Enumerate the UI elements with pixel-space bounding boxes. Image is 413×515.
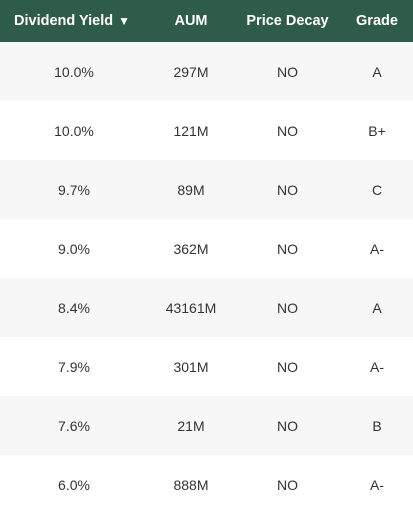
table-row: 9.7% 89M NO C <box>0 160 413 219</box>
cell-price-decay: NO <box>277 240 298 257</box>
cell-aum: 21M <box>177 417 205 434</box>
cell-price-decay: NO <box>277 358 298 375</box>
cell-aum: 362M <box>173 240 209 257</box>
table-row: 7.9% 301M NO A- <box>0 337 413 396</box>
table-row: 7.6% 21M NO B <box>0 396 413 455</box>
cell-price-decay: NO <box>277 417 298 434</box>
cell-dividend-yield: 10.0% <box>54 63 94 80</box>
cell-price-decay: NO <box>277 122 298 139</box>
column-header-price-decay[interactable]: Price Decay <box>246 13 329 29</box>
cell-price-decay: NO <box>277 181 298 198</box>
cell-grade: A <box>372 299 382 316</box>
cell-price-decay: NO <box>277 63 298 80</box>
cell-price-decay: NO <box>277 299 298 316</box>
cell-dividend-yield: 7.6% <box>58 417 90 434</box>
cell-dividend-yield: 7.9% <box>58 358 90 375</box>
cell-dividend-yield: 6.0% <box>58 476 90 493</box>
column-header-dividend-yield[interactable]: Dividend Yield ▼ <box>0 13 148 29</box>
cell-grade: C <box>371 181 383 198</box>
cell-grade: A- <box>370 240 384 257</box>
table-header: Dividend Yield ▼ AUM Price Decay Grade <box>0 0 413 42</box>
cell-dividend-yield: 8.4% <box>58 299 90 316</box>
column-header-aum[interactable]: AUM <box>174 13 208 29</box>
cell-aum: 89M <box>177 181 205 198</box>
cell-aum: 301M <box>173 358 209 375</box>
table-row: 9.0% 362M NO A- <box>0 219 413 278</box>
table-row: 8.4% 43161M NO A <box>0 278 413 337</box>
table-row: 10.0% 121M NO B+ <box>0 101 413 160</box>
cell-aum: 121M <box>173 122 209 139</box>
cell-grade: B <box>372 417 382 434</box>
cell-aum: 888M <box>173 476 209 493</box>
cell-grade: A- <box>370 476 384 493</box>
cell-aum: 297M <box>173 63 209 80</box>
cell-grade: A <box>372 63 382 80</box>
cell-grade: A- <box>370 358 384 375</box>
cell-grade: B+ <box>368 122 386 139</box>
table-row: 6.0% 888M NO A- <box>0 455 413 514</box>
column-header-label: Dividend Yield <box>14 13 114 29</box>
cell-aum: 43161M <box>165 299 217 316</box>
column-header-grade[interactable]: Grade <box>356 13 398 29</box>
sort-descending-icon[interactable]: ▼ <box>118 14 130 28</box>
cell-price-decay: NO <box>277 476 298 493</box>
cell-dividend-yield: 10.0% <box>54 122 94 139</box>
cell-dividend-yield: 9.7% <box>58 181 90 198</box>
table-row: 10.0% 297M NO A <box>0 42 413 101</box>
cell-dividend-yield: 9.0% <box>58 240 90 257</box>
